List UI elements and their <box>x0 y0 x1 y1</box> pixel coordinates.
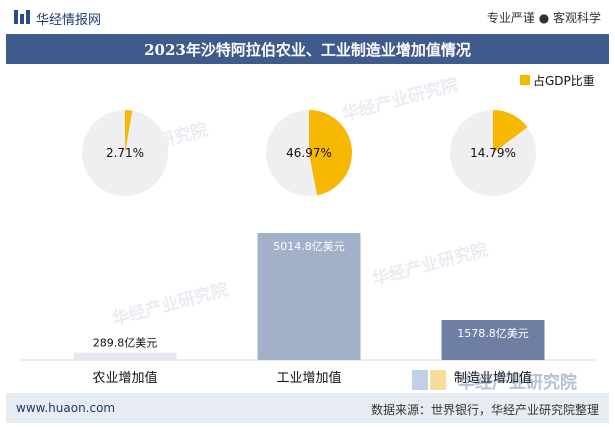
pie-label: 2.71% <box>106 146 144 160</box>
pie-slice <box>309 110 352 196</box>
watermark-logo-icon <box>430 370 446 390</box>
website-link[interactable]: www.huaon.com <box>16 401 116 415</box>
bar <box>441 320 545 360</box>
header-bar: 华经情报网 专业严谨 ● 客观科学 <box>0 0 615 34</box>
chart-title: 2023年沙特阿拉伯农业、工业制造业增加值情况 <box>144 41 471 59</box>
pie-slice <box>493 110 528 153</box>
category-label: 农业增加值 <box>92 370 157 386</box>
brand-name: 华经情报网 <box>36 13 102 28</box>
pie-slice <box>125 110 133 153</box>
pie-label: 46.97% <box>286 146 332 160</box>
slogan: 专业严谨 ● 客观科学 <box>486 11 601 25</box>
footer-bar: www.huaon.com 数据来源：世界银行，华经产业研究院整理 <box>6 393 609 423</box>
category-label: 制造业增加值 <box>454 370 532 386</box>
title-bar: 2023年沙特阿拉伯农业、工业制造业增加值情况 <box>6 34 609 64</box>
bar <box>257 233 361 360</box>
bar <box>73 352 177 360</box>
logo-icon <box>14 10 30 24</box>
bar-value-label: 1578.8亿美元 <box>457 327 529 340</box>
legend-label: 占GDP比重 <box>533 74 595 88</box>
watermark-logo-icon <box>412 370 428 390</box>
legend-swatch <box>520 75 530 85</box>
bar-value-label: 289.8亿美元 <box>93 337 158 350</box>
watermark-logo-text: 华经产业研究院 <box>458 373 577 393</box>
pie-label: 14.79% <box>470 146 516 160</box>
data-source: 数据来源：世界银行，华经产业研究院整理 <box>370 403 599 417</box>
category-label: 工业增加值 <box>276 370 341 386</box>
bar-value-label: 5014.8亿美元 <box>273 240 345 253</box>
